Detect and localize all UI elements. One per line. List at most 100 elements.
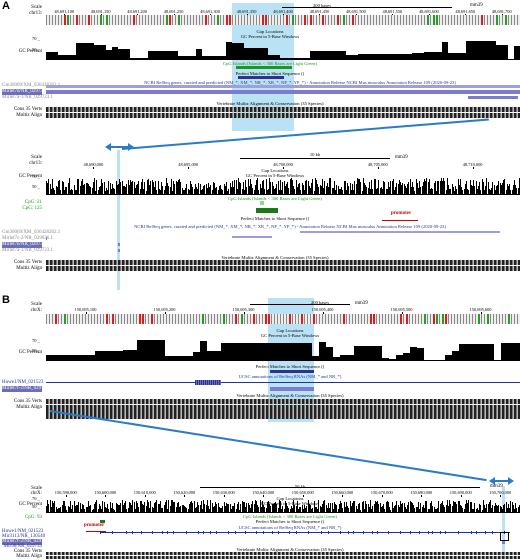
gc-bar bbox=[79, 503, 81, 512]
gc-bar bbox=[74, 190, 76, 194]
gc-bar bbox=[434, 181, 436, 194]
gc-bar bbox=[134, 509, 136, 512]
gene-exon bbox=[126, 531, 128, 534]
gene-bar-long[interactable] bbox=[232, 236, 272, 238]
gene-label-1[interactable]: Gm36069/XM_036428262.1 bbox=[2, 230, 61, 235]
gc-bar bbox=[360, 182, 362, 194]
gene-exon bbox=[409, 531, 411, 534]
gene-label-2[interactable]: Mir3113/NR_130540 bbox=[2, 534, 46, 539]
gc-bar bbox=[84, 184, 86, 194]
gc-bar bbox=[264, 507, 266, 512]
gene-bar-2[interactable] bbox=[270, 387, 314, 391]
gene-label-3[interactable]: Mirlet7a-1/NR_029723.1 bbox=[2, 95, 53, 100]
gene-exon bbox=[166, 531, 168, 534]
gc-bar bbox=[474, 186, 476, 194]
gc-bar bbox=[406, 509, 407, 512]
refseq-title: UCSC annotations of RefSeq RNAs (NM_* an… bbox=[238, 525, 342, 530]
gene-label-2[interactable]: Mirlet7f-2/NR_029732 bbox=[2, 386, 49, 392]
gc-bar bbox=[342, 508, 344, 512]
position-tick-label: 48,691,150 bbox=[90, 9, 111, 14]
gene-label-3[interactable]: Mirlet7b/NR_029731.1 bbox=[2, 242, 50, 248]
sequence-mark bbox=[433, 314, 435, 324]
gc-bar bbox=[167, 183, 169, 194]
gene-bar-3[interactable] bbox=[502, 541, 505, 544]
gene-label-4[interactable]: Mir98/NR_029733 bbox=[3, 544, 42, 549]
gc-bar bbox=[460, 505, 461, 512]
gc-bar bbox=[91, 188, 93, 194]
gene-label-2[interactable]: Mirlet7c-2/NR_029636.1 bbox=[2, 236, 53, 241]
cons-label: Cons 35 Verts bbox=[14, 549, 42, 554]
gene-bar-3[interactable] bbox=[118, 243, 120, 246]
gc-bar bbox=[114, 189, 116, 194]
gc-bar bbox=[253, 190, 255, 194]
gc-bar bbox=[305, 508, 307, 512]
gc-bar bbox=[365, 185, 367, 194]
gc-bar bbox=[72, 505, 74, 512]
gene-bar-4[interactable] bbox=[118, 249, 120, 252]
gc-bar bbox=[179, 507, 181, 512]
gc-bar bbox=[467, 503, 469, 512]
gc-bar bbox=[356, 509, 358, 512]
gc-bar bbox=[398, 180, 400, 194]
gene-label-2[interactable]: Mirlet7d/NR_029731.1 bbox=[2, 89, 50, 95]
cpg-small-box bbox=[260, 201, 264, 205]
gc-bar bbox=[340, 501, 341, 512]
gc-label: GC Percent bbox=[18, 174, 42, 179]
gene-exon bbox=[339, 531, 341, 534]
gene-label-1[interactable]: Huwe1/NM_021523 bbox=[2, 380, 44, 385]
gc-bar bbox=[436, 191, 437, 194]
panel-b-letter: B bbox=[2, 294, 10, 306]
gene-label-1[interactable]: Gm36069/XM_036428262.1 bbox=[2, 83, 61, 88]
gc-bar bbox=[98, 504, 100, 512]
gc-bar bbox=[366, 504, 368, 512]
gc-bar bbox=[454, 502, 455, 512]
gc-bar bbox=[313, 191, 315, 194]
gene-label-1[interactable]: Huwe1/NM_021523 bbox=[2, 529, 44, 534]
multiz-track bbox=[46, 405, 520, 419]
gc-bar bbox=[466, 41, 472, 59]
gc-bar bbox=[181, 505, 183, 512]
gc-bar bbox=[211, 503, 213, 512]
gene-bar-1[interactable] bbox=[46, 85, 520, 88]
gc-bar bbox=[102, 351, 109, 360]
gene-bar-3[interactable] bbox=[468, 96, 518, 99]
gc-bar bbox=[88, 355, 95, 360]
gc-bar bbox=[137, 503, 139, 512]
gc-bar bbox=[136, 501, 137, 512]
gene-label-4[interactable]: Mirlet7a-1/NR_029723.1 bbox=[2, 248, 53, 253]
gc-bar bbox=[382, 506, 383, 512]
sequence-mark bbox=[106, 15, 108, 25]
gc-bar bbox=[145, 506, 147, 512]
gene-bar-2[interactable] bbox=[46, 237, 47, 240]
gc-bar bbox=[199, 505, 201, 512]
gc-bar bbox=[320, 186, 322, 194]
gc-bar bbox=[454, 53, 460, 59]
gc-bar bbox=[292, 58, 298, 59]
sequence-mark bbox=[142, 314, 144, 324]
gc-bar bbox=[517, 188, 519, 194]
gc-bar bbox=[182, 190, 184, 194]
gc-bar bbox=[91, 510, 93, 512]
gene-bar-1[interactable] bbox=[300, 231, 500, 233]
gene-bar-2[interactable] bbox=[46, 90, 520, 94]
gc-bar bbox=[517, 507, 519, 512]
gc-bar bbox=[157, 504, 159, 512]
position-row: 48,690,000 48,695,000 48,700,000 48,705,000… bbox=[46, 162, 520, 169]
sequence-mark bbox=[217, 15, 219, 25]
gc-bar bbox=[115, 181, 117, 194]
gc-bar bbox=[120, 182, 122, 194]
gene-exon[interactable] bbox=[195, 380, 221, 385]
gene-box-outline[interactable] bbox=[500, 532, 509, 541]
gc-bar bbox=[166, 500, 167, 512]
gene-bar-1[interactable] bbox=[100, 531, 510, 534]
gc-bar bbox=[508, 186, 509, 194]
gene-bar-1[interactable] bbox=[46, 382, 520, 383]
gc-bar bbox=[221, 189, 223, 194]
gc-bar bbox=[88, 184, 89, 194]
gene-label-3[interactable]: Mirlet7f-2/NR_029732 bbox=[2, 539, 49, 545]
multiz-label: Multiz Align bbox=[16, 554, 42, 559]
scale-bar bbox=[250, 304, 350, 305]
gc-bar bbox=[431, 501, 433, 512]
gc-bar bbox=[256, 48, 262, 59]
position-tick-label: 150,630,000 bbox=[212, 490, 235, 495]
